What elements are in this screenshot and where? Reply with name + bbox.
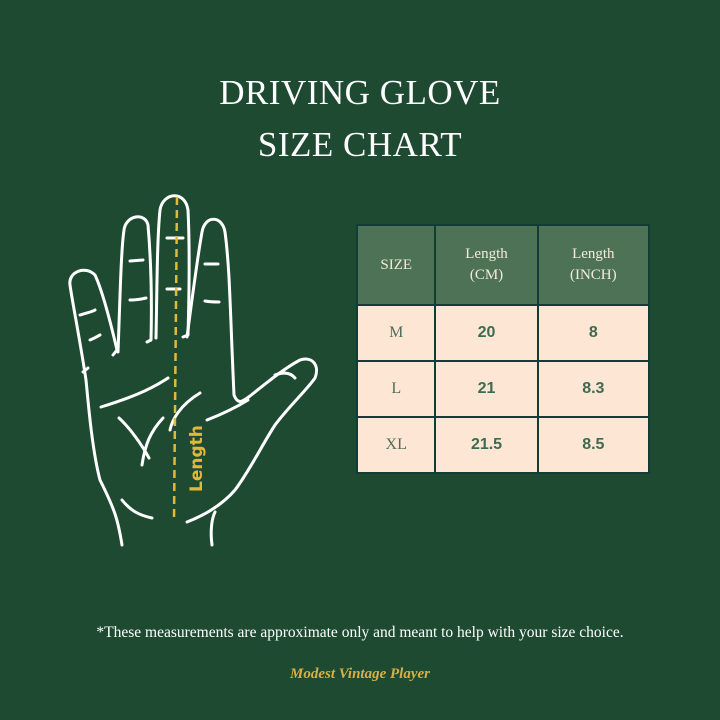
inch-cell: 8.5	[536, 416, 651, 474]
length-measure-line	[172, 196, 179, 521]
size-cell: M	[355, 304, 437, 362]
cm-cell: 20	[434, 304, 539, 362]
title-line-1: DRIVING GLOVE	[219, 73, 501, 112]
hand-outline-icon	[68, 194, 318, 547]
header-unit: (INCH)	[569, 267, 617, 283]
cm-cell: 21.5	[434, 416, 539, 474]
brand-logo: Modest Vintage Player	[290, 666, 430, 682]
inch-cell: 8	[536, 304, 651, 362]
header-label: SIZE	[380, 256, 413, 273]
header-unit: (CM)	[469, 267, 504, 283]
table-header-row: SIZE Length (CM) Length (INCH)	[355, 224, 651, 306]
header-label: Length	[572, 246, 615, 262]
size-cell: L	[355, 360, 437, 418]
cm-cell: 21	[434, 360, 539, 418]
size-table: SIZE Length (CM) Length (INCH) M 20 8 L 21…	[355, 224, 651, 474]
table-row: XL 21.5 8.5	[355, 416, 651, 474]
header-label: Length	[465, 246, 508, 262]
header-length-inch: Length (INCH)	[536, 224, 651, 306]
size-cell: XL	[355, 416, 437, 474]
table-row: L 21 8.3	[355, 360, 651, 418]
length-label: Length	[187, 425, 207, 492]
header-size: SIZE	[355, 224, 437, 306]
header-length-cm: Length (CM)	[434, 224, 539, 306]
inch-cell: 8.3	[536, 360, 651, 418]
disclaimer-note: *These measurements are approximate only…	[96, 624, 624, 641]
title-line-2: SIZE CHART	[257, 125, 463, 164]
table-row: M 20 8	[355, 304, 651, 362]
